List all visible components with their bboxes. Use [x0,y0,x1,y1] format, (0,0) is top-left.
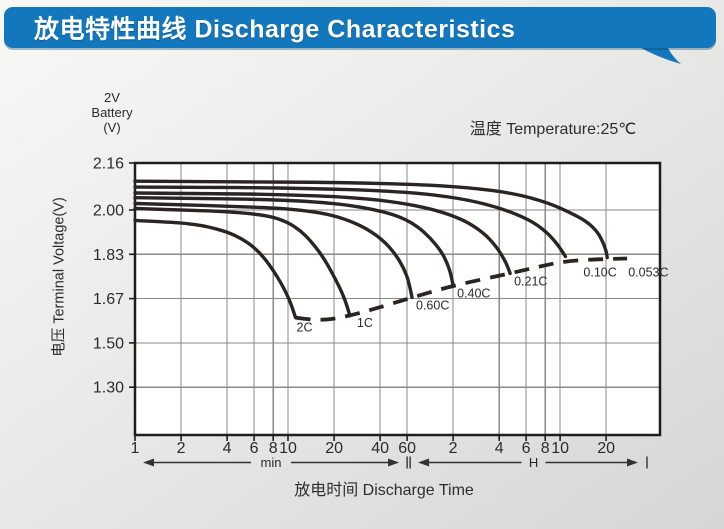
x-tick-label: 1 [131,440,140,457]
arrowhead-right [627,458,638,467]
x-tick-label: 2 [177,440,186,457]
curve-1C [133,206,352,318]
x-tick-label: 10 [279,440,297,457]
x-tick-label: 20 [597,440,615,457]
curve-label-0.60C: 0.60C [416,299,449,313]
unit-arrow-H [409,456,648,469]
x-tick-label: 6 [522,440,531,457]
curve-label-0.10C: 0.10C [583,266,616,280]
curve-0.053C [133,179,609,260]
y-tick-label: 1.83 [93,247,124,264]
unit-label-min: min [261,455,282,470]
curve-0.60C [133,201,414,300]
y-tick-label: 1.30 [93,380,124,397]
page-title: 放电特性曲线 Discharge Characteristics [34,14,516,43]
curve-label-0.21C: 0.21C [514,274,547,288]
x-tick-label: 4 [223,440,232,457]
x-tick-label: 8 [269,440,278,457]
x-tick-label: 8 [541,440,550,457]
x-axis-title: 放电时间 Discharge Time [294,482,474,499]
curve-2C [133,218,298,320]
temperature-note: 温度 Temperature:25℃ [469,121,637,138]
curve-0.40C [133,196,455,288]
curve-0.21C [133,191,512,276]
battery-type-label: 2V Battery (V) [91,90,132,135]
x-tick-label: 6 [250,440,259,457]
header-banner: 放电特性曲线 Discharge Characteristics [4,7,716,48]
arrowhead-right [388,458,400,467]
y-tick-label: 2.16 [93,156,124,173]
axis-ticks [129,162,607,441]
y-axis-title: 电压 Terminal Voltage(V) [51,197,68,357]
unit-arrow-min [143,456,408,469]
battery-type-line3: (V) [103,120,121,135]
x-tick-label: 2 [449,440,458,457]
y-tick-label: 1.67 [93,291,124,308]
battery-type-line2: Battery [91,105,133,120]
x-tick-label: 4 [495,440,504,457]
curve-label-2C: 2C [297,321,313,335]
x-tick-label: 10 [551,440,569,457]
curve-label-0.40C: 0.40C [457,287,490,301]
y-tick-label: 2.00 [93,203,124,220]
curve-label-1C: 1C [357,316,373,330]
arrowhead-left [143,458,154,467]
unit-label-H: H [529,455,538,470]
cutoff-voltage-locus [295,256,628,322]
arrowhead-left [418,458,430,467]
x-tick-label: 20 [325,440,343,457]
x-tick-label: 60 [398,440,416,457]
curve-label-0.053C: 0.053C [628,266,668,280]
curve-0.10C [133,185,568,259]
y-tick-label: 1.50 [93,335,124,352]
x-tick-label: 40 [371,440,389,457]
battery-type-line1: 2V [104,90,120,105]
header-banner-tail-icon [638,46,681,64]
